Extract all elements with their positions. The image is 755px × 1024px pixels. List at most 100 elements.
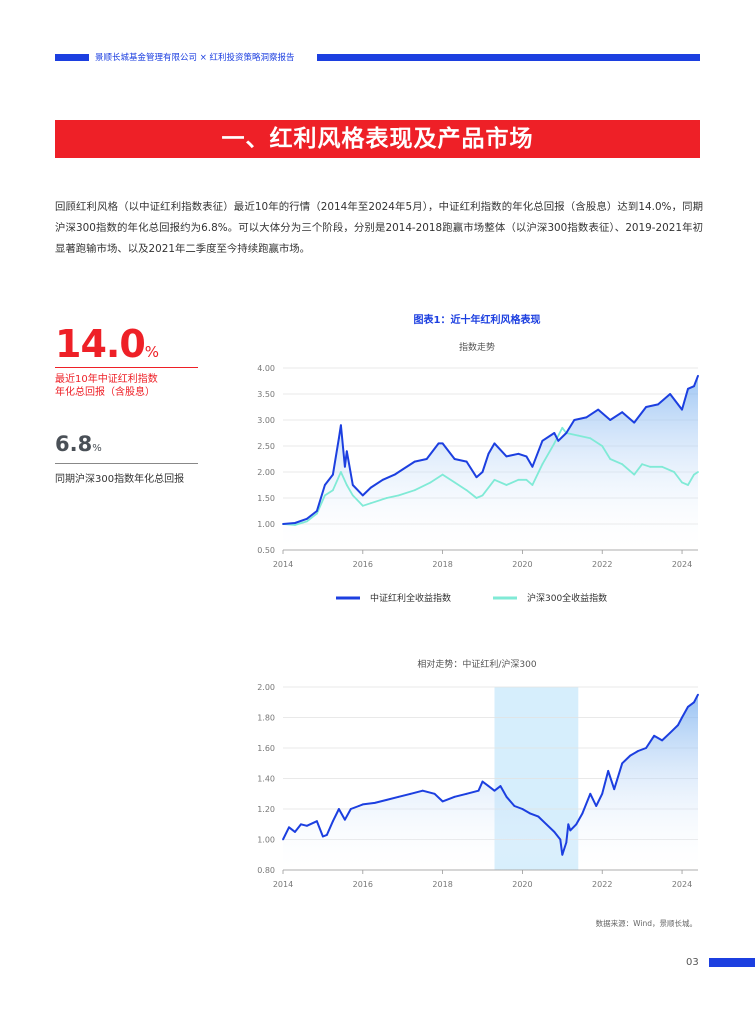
data-point — [306, 517, 308, 520]
series-area-fill — [283, 375, 698, 550]
data-point — [465, 460, 468, 463]
page-number: 03 — [686, 957, 699, 968]
y-tick-label: 1.50 — [257, 494, 275, 503]
y-tick-label: 2.00 — [257, 683, 275, 692]
data-point — [641, 463, 643, 466]
data-point — [441, 800, 444, 803]
data-point — [687, 705, 689, 708]
data-point — [677, 403, 679, 406]
data-point — [282, 523, 284, 525]
data-point — [487, 452, 490, 455]
data-point — [351, 494, 354, 497]
x-tick-label: 2024 — [672, 560, 692, 569]
data-point — [465, 489, 468, 492]
data-point — [429, 481, 432, 484]
x-tick-label: 2020 — [512, 560, 532, 569]
data-point — [294, 522, 296, 524]
data-point — [294, 524, 296, 526]
data-point — [559, 838, 562, 841]
data-point — [557, 439, 560, 442]
kpi-big-number: 14.0 — [55, 322, 146, 366]
data-point — [529, 812, 532, 815]
data-point — [465, 792, 468, 795]
data-point — [340, 424, 342, 427]
data-point — [505, 484, 508, 486]
header-text: 景顺长城基金管理有限公司 × 红利投资策略洞察报告 — [95, 53, 295, 63]
x-tick-label: 2022 — [592, 880, 612, 889]
data-point — [381, 478, 384, 481]
chart1-legend: 中证红利全收益指数 沪深300全收益指数 — [336, 592, 607, 604]
data-point — [361, 803, 364, 806]
intro-paragraph: 回顾红利风格（以中证红利指数表征）最近10年的行情（2014年至2024年5月）… — [55, 201, 703, 255]
data-point — [633, 473, 636, 476]
data-point — [397, 494, 400, 497]
data-point — [677, 724, 679, 726]
data-point — [637, 750, 639, 752]
data-point — [561, 853, 564, 856]
data-point — [493, 478, 496, 481]
data-point — [545, 823, 548, 826]
data-point — [338, 808, 340, 810]
kpi-big-caption-1: 最近10年中证红利指数 — [55, 374, 158, 385]
kpi-big-caption-2: 年化总回报（含股息） — [55, 387, 155, 398]
data-point — [316, 510, 318, 512]
chart2-title: 相对走势：中证红利/沪深300 — [417, 658, 536, 670]
data-point — [481, 471, 484, 473]
data-point — [585, 416, 588, 419]
data-point — [645, 747, 647, 749]
figure-title: 图表1：近十年红利风格表现 — [414, 313, 541, 326]
x-tick-label: 2018 — [432, 880, 452, 889]
data-point — [441, 442, 444, 445]
data-point — [601, 792, 604, 795]
data-point — [609, 419, 612, 421]
data-point — [573, 419, 576, 421]
data-point — [661, 739, 663, 742]
data-point — [282, 838, 284, 841]
data-point — [673, 471, 675, 473]
data-point — [531, 484, 534, 486]
data-point — [306, 520, 308, 523]
data-point — [681, 716, 683, 719]
legend-label-csi300: 沪深300全收益指数 — [527, 592, 607, 604]
series-line-0 — [282, 375, 699, 525]
data-point — [693, 473, 695, 476]
chart-index-trend: 指数走势 0.50 1.00 1.50 2.00 2.50 3.00 3.50 4.00 201… — [257, 341, 699, 569]
kpi-big-unit: % — [144, 343, 160, 361]
data-point — [567, 823, 570, 826]
data-point — [609, 458, 612, 460]
data-point — [541, 463, 544, 466]
data-point — [531, 465, 534, 468]
data-point — [369, 486, 372, 489]
data-point — [413, 460, 416, 463]
data-point — [697, 471, 699, 473]
data-point — [441, 473, 444, 476]
data-point — [332, 489, 334, 492]
data-point — [401, 468, 404, 471]
data-point — [629, 754, 632, 757]
data-point — [453, 481, 456, 484]
y-tick-label: 0.50 — [257, 546, 275, 555]
data-point — [693, 385, 695, 388]
data-point — [517, 478, 520, 481]
data-point — [324, 484, 326, 486]
data-point — [649, 465, 651, 468]
data-point — [413, 489, 416, 492]
data-point — [669, 393, 671, 395]
data-point — [645, 406, 647, 408]
data-point — [621, 463, 624, 466]
data-point — [681, 481, 683, 484]
data-point — [393, 473, 396, 476]
y-tick-label: 1.80 — [257, 714, 275, 723]
data-point — [553, 442, 556, 445]
data-point — [477, 789, 480, 792]
data-point — [475, 476, 478, 479]
data-point — [493, 442, 496, 445]
data-point — [575, 823, 578, 826]
data-point — [344, 818, 346, 821]
data-point — [475, 497, 478, 499]
section-title: 一、红利风格表现及产品市场 — [55, 120, 700, 158]
data-point — [537, 815, 540, 818]
data-point — [697, 374, 699, 377]
data-point — [687, 387, 689, 390]
